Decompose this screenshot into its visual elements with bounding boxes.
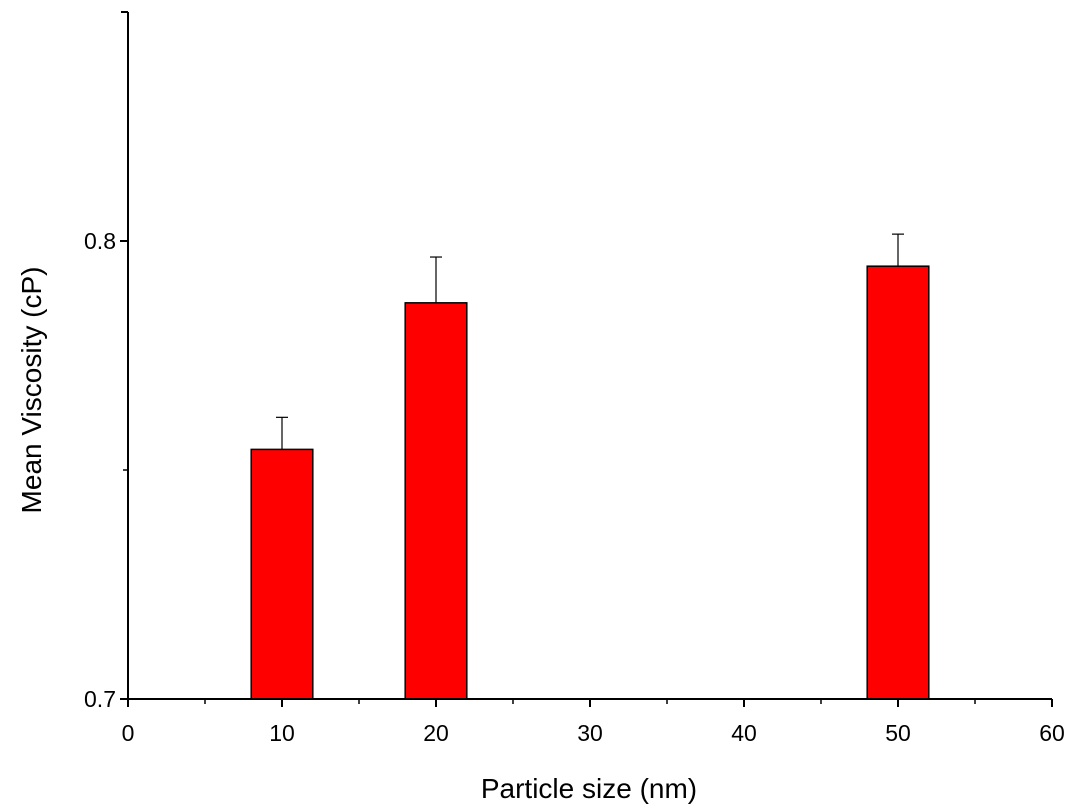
x-tick-label-0: 0 <box>122 720 135 746</box>
x-tick-label-60: 60 <box>1039 720 1065 746</box>
y-tick-label-0.8: 0.8 <box>84 228 116 254</box>
x-tick-label-20: 20 <box>423 720 449 746</box>
x-axis-title: Particle size (nm) <box>481 773 697 804</box>
bar-20 <box>404 302 468 700</box>
bar-50 <box>866 265 930 700</box>
bar-10 <box>250 448 314 700</box>
y-axis-title: Mean Viscosity (cP) <box>16 267 47 514</box>
bars-group <box>250 233 930 700</box>
x-tick-label-10: 10 <box>269 720 295 746</box>
x-tick-label-50: 50 <box>885 720 911 746</box>
x-tick-label-30: 30 <box>577 720 603 746</box>
y-tick-label-0.7: 0.7 <box>84 686 116 712</box>
x-tick-label-40: 40 <box>731 720 757 746</box>
ticks-group: 0 10 20 30 40 50 60 0.7 0.8 <box>84 228 1065 746</box>
